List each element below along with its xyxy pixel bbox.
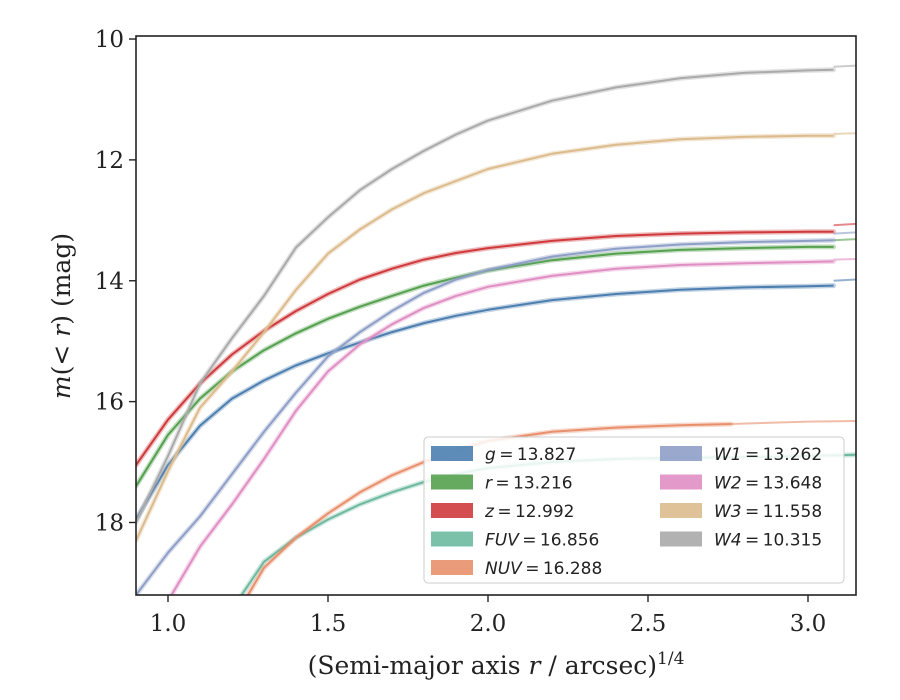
legend-label-r: r = 13.216	[485, 474, 573, 494]
x-axis: 1.0 1.5 2.0 2.5 3.0	[150, 595, 827, 637]
series-w4-line	[136, 68, 834, 523]
y-tick-label: 16	[95, 390, 124, 416]
x-tick-label: 1.5	[310, 611, 347, 637]
series-w3-extension	[833, 132, 856, 135]
legend-swatch-nuv	[431, 560, 473, 575]
legend-label-w1: W1 = 13.262	[714, 445, 822, 465]
series-w2-extension	[833, 258, 856, 261]
series-z-extension	[833, 222, 856, 227]
series-g-extension	[833, 278, 856, 282]
series-r-line	[136, 245, 834, 487]
x-tick-label: 2.5	[630, 611, 667, 637]
series-nuv-extension	[731, 420, 856, 425]
series-w4-extension	[833, 64, 856, 68]
legend-swatch-w1	[660, 446, 702, 461]
x-axis-label: (Semi-major axis r / arcsec)1/4	[308, 649, 685, 680]
x-tick-label: 1.0	[150, 611, 187, 637]
legend-swatch-fuv	[431, 531, 473, 547]
legend-swatch-w4	[660, 531, 702, 547]
legend-swatch-r	[431, 474, 473, 490]
legend-swatch-z	[431, 503, 473, 518]
series-w1-line	[136, 239, 834, 595]
legend-swatch-w2	[660, 474, 702, 490]
series-z-line	[136, 230, 834, 466]
legend-swatch-w3	[660, 503, 702, 518]
x-tick-label: 2.0	[470, 611, 507, 637]
y-axis: 10 12 14 16 18	[95, 27, 136, 536]
series-g-line	[136, 284, 834, 521]
legend-label-g: g = 13.827	[485, 445, 576, 465]
y-tick-label: 14	[95, 269, 124, 295]
y-tick-label: 12	[95, 148, 124, 174]
y-axis-label: m(< r) (mag)	[47, 233, 76, 399]
y-tick-label: 18	[95, 510, 124, 536]
legend-swatch-g	[431, 446, 473, 461]
legend-frame	[423, 436, 845, 584]
y-tick-label: 10	[95, 27, 124, 53]
legend-label-w2: W2 = 13.648	[714, 474, 822, 494]
series-w3-line	[136, 134, 834, 542]
series-r-extension	[833, 238, 856, 242]
series-w2-line	[170, 260, 834, 595]
legend-label-w4: W4 = 10.315	[714, 531, 822, 551]
plot-frame	[135, 35, 857, 596]
legend-label-w3: W3 = 11.558	[714, 502, 822, 522]
legend-label-z: z = 12.992	[484, 502, 574, 522]
series-w1-extension	[833, 231, 856, 235]
x-tick-label: 3.0	[790, 611, 827, 637]
legend-label-nuv: NUV = 16.288	[485, 559, 602, 579]
legend: g = 13.827 r = 13.216 z = 12.992 FUV = 16.8…	[423, 436, 845, 584]
legend-label-fuv: FUV = 16.856	[485, 531, 599, 551]
